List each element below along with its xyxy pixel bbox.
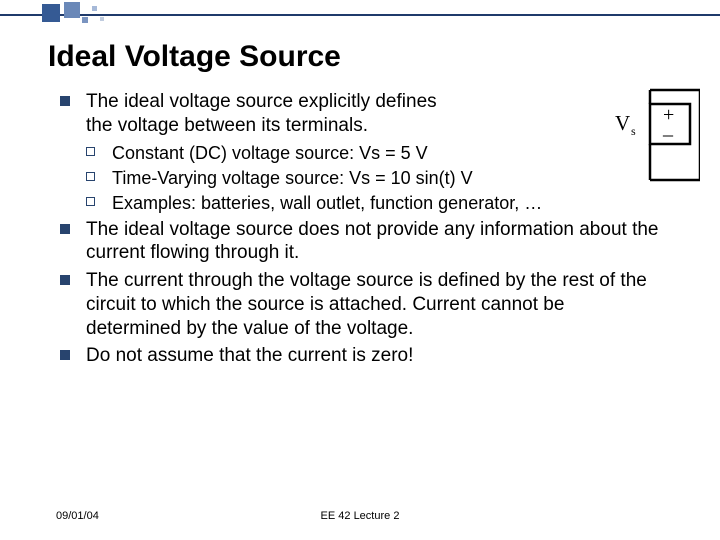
subbullet-3: Examples: batteries, wall outlet, functi… bbox=[60, 192, 660, 215]
subbullet-text: Examples: batteries, wall outlet, functi… bbox=[112, 193, 542, 213]
bullet-text: the voltage between its terminals. bbox=[86, 114, 660, 138]
top-decoration bbox=[0, 0, 720, 22]
bullet-marker-icon bbox=[60, 350, 70, 360]
bullet-text: Do not assume that the current is zero! bbox=[86, 345, 413, 366]
bullet-marker-icon bbox=[60, 275, 70, 285]
subbullet-text: Constant (DC) voltage source: Vs = 5 V bbox=[112, 143, 428, 163]
content-area: The ideal voltage source explicitly defi… bbox=[60, 90, 660, 372]
subbullet-marker-icon bbox=[86, 172, 95, 181]
bullet-text: The ideal voltage source explicitly defi… bbox=[86, 90, 660, 114]
top-line bbox=[0, 14, 720, 16]
subbullet-marker-icon bbox=[86, 147, 95, 156]
svg-text:_: _ bbox=[662, 117, 674, 139]
subbullet-marker-icon bbox=[86, 197, 95, 206]
slide-title: Ideal Voltage Source bbox=[48, 40, 341, 74]
bullet-text: The current through the voltage source i… bbox=[86, 270, 647, 339]
footer-center: EE 42 Lecture 2 bbox=[0, 510, 720, 522]
slide: Ideal Voltage Source Vs+_ The ideal volt… bbox=[0, 0, 720, 540]
bullet-3: The current through the voltage source i… bbox=[60, 269, 660, 340]
bullet-1: The ideal voltage source explicitly defi… bbox=[60, 90, 660, 138]
bullet-marker-icon bbox=[60, 96, 70, 106]
bullet-4: Do not assume that the current is zero! bbox=[60, 344, 660, 368]
square-icon bbox=[82, 17, 88, 23]
square-icon bbox=[42, 4, 60, 22]
square-icon bbox=[64, 2, 80, 18]
subbullet-1: Constant (DC) voltage source: Vs = 5 V bbox=[60, 142, 660, 165]
bullet-marker-icon bbox=[60, 224, 70, 234]
bullet-text: The ideal voltage source does not provid… bbox=[86, 219, 658, 264]
subbullet-text: Time-Varying voltage source: Vs = 10 sin… bbox=[112, 168, 473, 188]
square-icon bbox=[100, 17, 104, 21]
subbullet-2: Time-Varying voltage source: Vs = 10 sin… bbox=[60, 167, 660, 190]
square-icon bbox=[92, 6, 97, 11]
bullet-2: The ideal voltage source does not provid… bbox=[60, 218, 660, 266]
